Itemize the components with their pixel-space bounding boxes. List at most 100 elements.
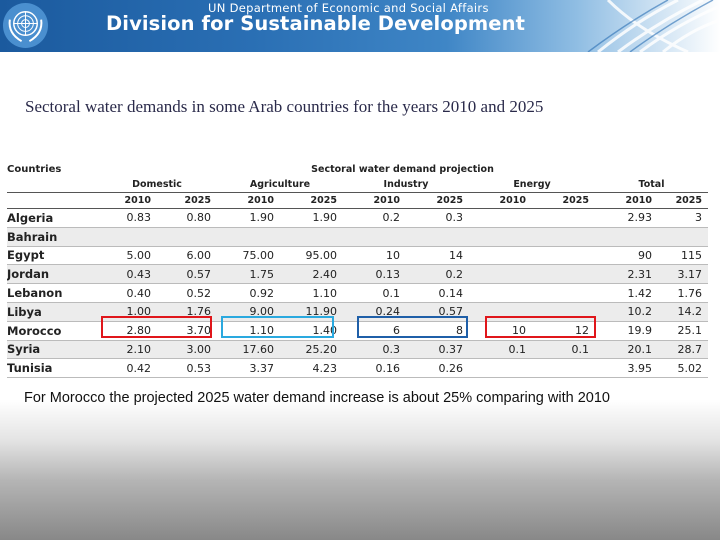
value-cell	[532, 246, 595, 266]
value-cell	[532, 208, 595, 228]
value-cell: 0.52	[157, 283, 217, 303]
value-cell: 0.3	[406, 208, 469, 228]
value-cell: 0.1	[343, 283, 406, 303]
year-header: 2010	[217, 192, 280, 209]
value-cell: 1.90	[217, 208, 280, 228]
value-cell: 1.40	[280, 321, 343, 341]
value-cell	[532, 227, 595, 247]
decorative-globe-icon	[587, 0, 720, 52]
value-cell: 2.40	[280, 264, 343, 285]
value-cell	[280, 227, 343, 247]
value-cell: 1.42	[595, 283, 658, 303]
value-cell: 17.60	[217, 340, 280, 360]
value-cell: 0.83	[97, 208, 157, 228]
country-name: Libya	[7, 302, 97, 322]
value-cell: 90	[595, 246, 658, 266]
value-cell: 1.10	[217, 321, 280, 341]
value-cell: 0.53	[157, 358, 217, 379]
projection-header: Sectoral water demand projection	[311, 164, 494, 175]
morocco-note: For Morocco the projected 2025 water dem…	[24, 390, 610, 406]
value-cell: 0.43	[97, 264, 157, 285]
table-header-row: Countries Sectoral water demand projecti…	[7, 162, 708, 177]
value-cell	[532, 358, 595, 379]
un-emblem-icon	[2, 2, 49, 49]
value-cell: 6.00	[157, 246, 217, 266]
value-cell	[343, 227, 406, 247]
value-cell	[532, 283, 595, 303]
table-row: Algeria 0.83 0.80 1.90 1.90 0.2 0.3 2.93 3	[7, 208, 709, 228]
value-cell	[97, 227, 157, 247]
value-cell: 115	[658, 246, 709, 266]
value-cell: 1.10	[280, 283, 343, 303]
group-agriculture: Agriculture	[217, 177, 343, 193]
table-row: Bahrain	[7, 227, 709, 247]
year-header: 2010	[595, 192, 658, 209]
country-name: Jordan	[7, 264, 97, 285]
value-cell: 0.40	[97, 283, 157, 303]
value-cell: 0.13	[343, 264, 406, 285]
value-cell	[469, 227, 532, 247]
value-cell	[658, 227, 709, 247]
header-banner: UN Department of Economic and Social Aff…	[0, 0, 720, 52]
value-cell: 3.37	[217, 358, 280, 379]
value-cell: 20.1	[595, 340, 658, 360]
country-name: Syria	[7, 340, 97, 360]
water-demand-table: Countries Sectoral water demand projecti…	[7, 162, 709, 379]
value-cell: 14.2	[658, 302, 709, 322]
value-cell: 10.2	[595, 302, 658, 322]
value-cell: 75.00	[217, 246, 280, 266]
year-header: 2025	[406, 192, 469, 209]
value-cell: 0.92	[217, 283, 280, 303]
value-cell: 0.2	[406, 264, 469, 285]
value-cell: 10	[343, 246, 406, 266]
year-header: 2025	[532, 192, 595, 209]
value-cell: 8	[406, 321, 469, 341]
value-cell: 0.1	[532, 340, 595, 360]
value-cell: 1.76	[658, 283, 709, 303]
value-cell: 1.75	[217, 264, 280, 285]
table-row: Tunisia 0.42 0.53 3.37 4.23 0.16 0.26 3.95 5.02	[7, 358, 709, 379]
table-row: Egypt 5.00 6.00 75.00 95.00 10 14 90 115	[7, 246, 709, 266]
value-cell	[406, 227, 469, 247]
country-name: Lebanon	[7, 283, 97, 303]
highlight-domestic-box	[101, 316, 212, 338]
value-cell: 19.9	[595, 321, 658, 341]
table-row: Jordan 0.43 0.57 1.75 2.40 0.13 0.2 2.31 3.17	[7, 264, 709, 285]
value-cell: 2.31	[595, 264, 658, 285]
value-cell: 0.14	[406, 283, 469, 303]
value-cell: 28.7	[658, 340, 709, 360]
value-cell	[469, 246, 532, 266]
country-name: Egypt	[7, 246, 97, 266]
year-header-row: 2010 2025 2010 2025 2010 2025 2010 2025 2010 2025	[7, 192, 709, 209]
value-cell: 2.80	[97, 321, 157, 341]
group-total: Total	[595, 177, 709, 193]
year-header: 2025	[658, 192, 709, 209]
value-cell	[469, 283, 532, 303]
value-cell: 3.70	[157, 321, 217, 341]
value-cell	[469, 358, 532, 379]
value-cell	[595, 227, 658, 247]
value-cell: 5.02	[658, 358, 709, 379]
value-cell	[217, 227, 280, 247]
value-cell	[157, 227, 217, 247]
group-domestic: Domestic	[97, 177, 217, 193]
group-energy: Energy	[469, 177, 595, 193]
table-row: Morocco 2.80 3.70 1.10 1.40 6 8 10 12 19.9 25.1	[7, 321, 709, 341]
value-cell: 95.00	[280, 246, 343, 266]
value-cell	[469, 208, 532, 228]
value-cell	[532, 264, 595, 285]
country-name: Algeria	[7, 208, 97, 228]
value-cell: 0.26	[406, 358, 469, 379]
highlight-industry-box	[357, 316, 468, 338]
group-header-row: Domestic Agriculture Industry Energy Tot…	[7, 177, 709, 193]
value-cell: 5.00	[97, 246, 157, 266]
country-name: Tunisia	[7, 358, 97, 379]
table-row: Syria 2.10 3.00 17.60 25.20 0.3 0.37 0.1 0.1 20.1…	[7, 340, 709, 360]
value-cell: 3	[658, 208, 709, 228]
value-cell: 3.17	[658, 264, 709, 285]
value-cell: 4.23	[280, 358, 343, 379]
value-cell: 3.95	[595, 358, 658, 379]
countries-header: Countries	[7, 164, 62, 175]
value-cell: 0.42	[97, 358, 157, 379]
value-cell: 3.00	[157, 340, 217, 360]
